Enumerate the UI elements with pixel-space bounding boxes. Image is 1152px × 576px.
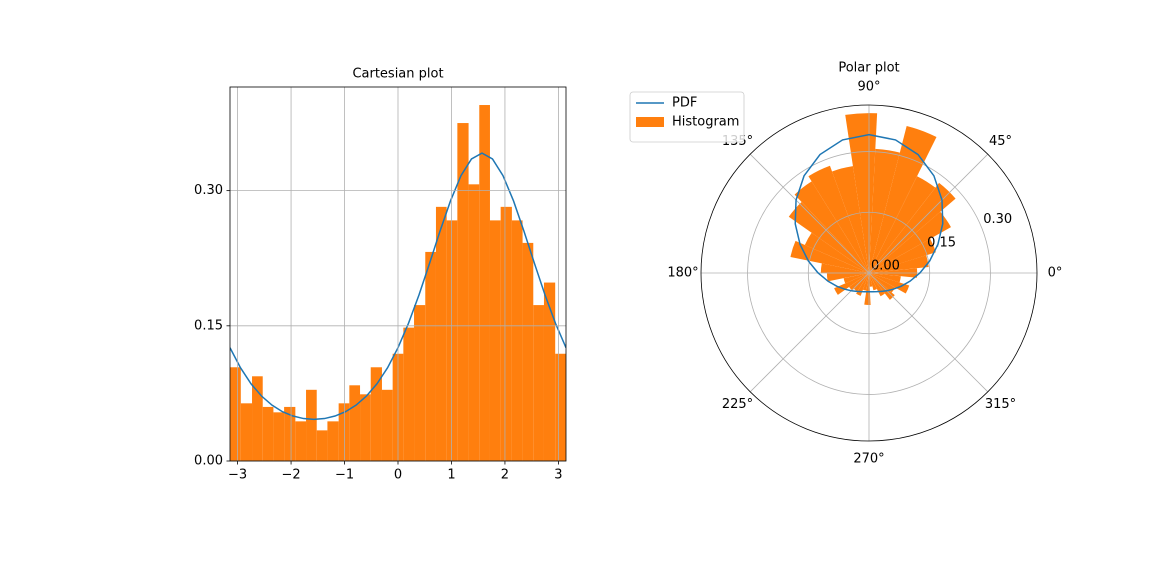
polar-bar	[869, 273, 901, 283]
bar	[230, 367, 241, 461]
chart-title: Cartesian plot	[352, 67, 443, 82]
bar	[457, 123, 469, 461]
polar-bar	[869, 273, 877, 291]
bar	[511, 220, 523, 461]
bar	[295, 421, 307, 461]
bar	[555, 353, 566, 461]
theta-tick-label: 315°	[985, 397, 1016, 412]
theta-tick-label: 180°	[667, 266, 698, 281]
x-tick-label: −3	[228, 468, 247, 483]
polar-bar	[853, 273, 869, 292]
polar-bar	[790, 240, 869, 273]
theta-tick-label: 0°	[1048, 266, 1063, 281]
bar	[273, 412, 285, 461]
polar-bar	[804, 232, 869, 273]
bar	[262, 406, 274, 461]
polar-bar	[869, 273, 885, 297]
y-tick-label: 0.00	[194, 454, 223, 469]
theta-tick-label: 270°	[853, 452, 884, 467]
legend-label: PDF	[672, 96, 697, 111]
legend-label: Histogram	[672, 115, 739, 130]
theta-tick-label: 45°	[989, 134, 1012, 149]
bar	[403, 327, 415, 461]
x-tick-label: 3	[554, 468, 562, 483]
bar	[489, 220, 501, 461]
bar	[316, 430, 328, 461]
bar	[240, 403, 253, 461]
bar	[381, 389, 393, 461]
polar-bar	[826, 273, 869, 282]
bar	[360, 394, 371, 461]
polar-bar	[869, 273, 910, 294]
polar-bar	[832, 166, 869, 273]
chart-title: Polar plot	[838, 61, 899, 76]
bar	[252, 376, 263, 461]
y-tick-label: 0.15	[194, 318, 223, 333]
polar-bar	[856, 273, 869, 296]
pdf-line	[794, 133, 944, 293]
bar	[370, 367, 382, 461]
polar-bar	[794, 181, 869, 273]
angular-grid	[749, 272, 870, 393]
x-tick-label: −1	[335, 468, 354, 483]
polar-bar	[843, 273, 869, 284]
bar	[414, 305, 426, 461]
polar-bar	[862, 273, 869, 291]
bar	[479, 105, 490, 461]
bar	[435, 206, 447, 461]
r-tick-label: 0.00	[871, 259, 900, 274]
bar	[500, 206, 512, 461]
y-tick-label: 0.30	[194, 183, 223, 198]
x-tick-label: 0	[394, 468, 402, 483]
bar	[533, 305, 544, 461]
polar-bar	[834, 273, 869, 295]
bar	[327, 421, 339, 461]
polar-bar	[869, 273, 873, 287]
theta-tick-label: 225°	[722, 397, 753, 412]
polar-spine	[700, 104, 1038, 442]
x-tick-label: −2	[281, 468, 300, 483]
polar-bar	[869, 211, 951, 273]
bar	[425, 251, 436, 461]
legend-patch	[636, 117, 664, 127]
polar-bar	[788, 201, 869, 273]
polar-bar	[869, 176, 936, 273]
polar-bar	[869, 255, 929, 273]
x-tick-label: 2	[501, 468, 509, 483]
bar	[338, 403, 350, 461]
r-tick-label: 0.30	[983, 212, 1012, 227]
polar-bar	[869, 238, 936, 273]
x-tick-label: 1	[447, 468, 455, 483]
bar	[284, 406, 296, 461]
bar	[468, 184, 480, 461]
polar-bar	[808, 165, 869, 273]
legend-frame	[629, 91, 745, 143]
bar	[522, 242, 534, 461]
polar-bar	[869, 182, 956, 273]
bar	[446, 220, 458, 461]
polar-bar	[869, 148, 900, 273]
polar-bar	[820, 263, 869, 273]
bar	[543, 282, 556, 461]
bar	[349, 385, 361, 461]
axes-frame	[229, 86, 567, 462]
angular-grid	[868, 153, 989, 274]
angular-grid	[868, 272, 989, 393]
theta-tick-label: 90°	[857, 80, 880, 95]
angular-grid	[749, 153, 870, 274]
polar-bar	[869, 273, 896, 293]
bar	[306, 389, 317, 461]
r-tick-label: 0.15	[927, 235, 956, 250]
polar-bar	[849, 273, 869, 291]
